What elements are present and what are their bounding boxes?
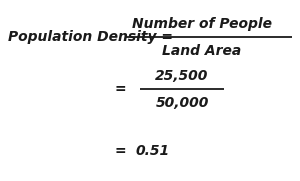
Text: 50,000: 50,000 (155, 96, 209, 110)
Text: Population Density =: Population Density = (8, 30, 173, 44)
Text: 0.51: 0.51 (135, 144, 169, 158)
Text: =: = (114, 82, 126, 96)
Text: =: = (114, 144, 126, 158)
Text: Number of People: Number of People (132, 17, 272, 31)
Text: 25,500: 25,500 (155, 69, 209, 83)
Text: Land Area: Land Area (162, 44, 242, 58)
